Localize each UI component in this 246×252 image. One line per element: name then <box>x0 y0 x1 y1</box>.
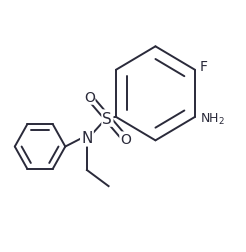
Text: S: S <box>103 111 112 126</box>
Text: NH$_2$: NH$_2$ <box>200 112 225 127</box>
Text: F: F <box>200 60 208 74</box>
Text: O: O <box>84 91 95 105</box>
Text: O: O <box>120 133 131 146</box>
Text: N: N <box>81 131 93 146</box>
